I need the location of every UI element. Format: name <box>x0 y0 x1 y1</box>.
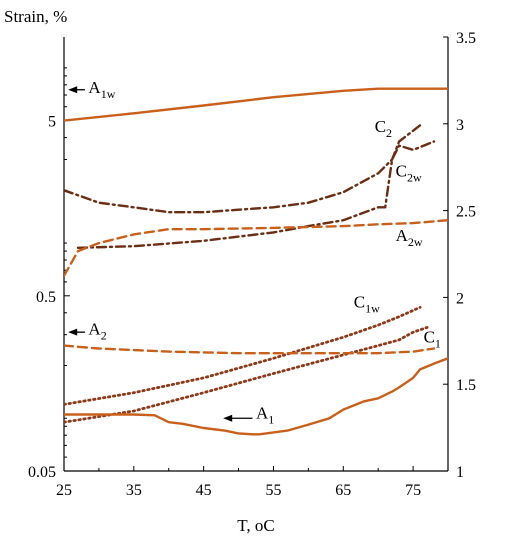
series-label-C1w: C1w <box>354 292 380 315</box>
series-label-C2w: C2w <box>396 161 422 184</box>
series-label-A1w: A1w <box>88 78 115 101</box>
series-line-A2 <box>64 344 436 355</box>
y-tick-label: 0.5 <box>36 289 56 306</box>
label-arrow <box>68 328 85 336</box>
series-label-A1: A1 <box>256 403 274 426</box>
arrow-head <box>223 414 233 422</box>
y2-tick-label: 3.5 <box>456 30 476 47</box>
x-tick-label: 65 <box>335 482 351 499</box>
y-tick-label: 0.05 <box>28 464 56 481</box>
series-line-A1 <box>64 357 448 436</box>
y-tick-label: 5 <box>48 114 56 131</box>
x-tick-label: 25 <box>56 482 72 499</box>
series-line-C1 <box>64 326 429 424</box>
x-axis-label: T, oC <box>237 516 274 535</box>
series-line-C1w <box>64 305 422 406</box>
series-line-C2w <box>76 140 436 249</box>
series-line-A2w <box>64 219 448 277</box>
series-label-A2w: A2w <box>396 226 423 249</box>
series-line-C2 <box>64 124 422 214</box>
axes: 25 35 45 55 65 75 0.05 0.5 5 1 1.5 2 2.5 3 3.5 Strain, … <box>4 7 476 535</box>
series-line-A1w <box>64 87 448 122</box>
series-layer <box>64 87 448 436</box>
label-arrow <box>68 86 85 94</box>
x-tick-label: 55 <box>265 482 281 499</box>
y2-tick-label: 1 <box>456 464 464 481</box>
y-axis-label: Strain, % <box>4 7 67 26</box>
x-tick-label: 45 <box>196 482 212 499</box>
y2-tick-label: 2 <box>456 290 464 307</box>
series-label-C1: C1 <box>424 328 441 351</box>
series-label-A2: A2 <box>88 320 106 343</box>
label-arrow <box>223 414 253 422</box>
y2-tick-label: 1.5 <box>456 377 476 394</box>
x-tick-label: 75 <box>405 482 421 499</box>
y2-tick-label: 3 <box>456 117 464 134</box>
x-tick-label: 35 <box>126 482 142 499</box>
y2-tick-label: 2.5 <box>456 204 476 221</box>
series-label-C2: C2 <box>375 117 392 140</box>
arrow-head <box>68 86 78 94</box>
arrow-head <box>68 328 78 336</box>
